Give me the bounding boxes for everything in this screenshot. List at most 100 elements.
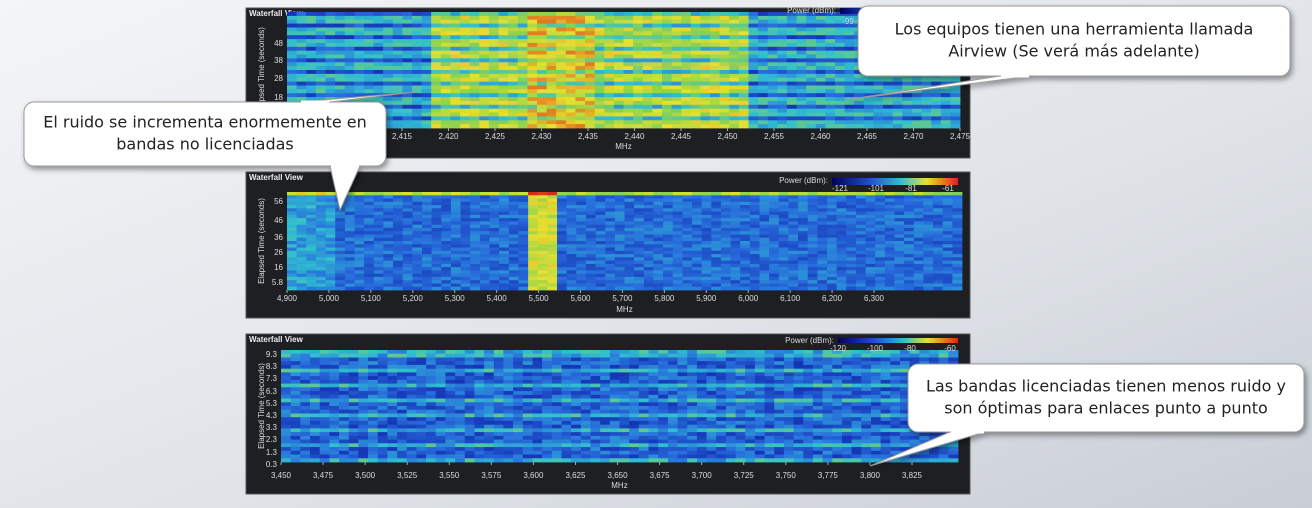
heat-cell	[479, 192, 490, 196]
x-tick-label: 2,475	[950, 132, 971, 141]
heat-cell	[900, 379, 911, 384]
heat-cell	[344, 58, 355, 63]
heat-cell	[774, 368, 785, 373]
heat-cell	[786, 15, 797, 21]
heat-cell	[358, 379, 369, 384]
heat-cell	[748, 46, 759, 52]
heat-cell	[767, 77, 778, 82]
heat-cell	[296, 31, 307, 36]
heat-cell	[431, 273, 442, 278]
heat-cell	[613, 62, 624, 67]
heat-cell	[796, 35, 807, 40]
heat-cell	[556, 66, 567, 71]
heat-cell	[720, 260, 731, 265]
heat-cell	[422, 227, 432, 232]
heat-cell	[855, 257, 866, 261]
heat-cell	[921, 100, 932, 106]
heat-cell	[566, 221, 577, 226]
heat-cell	[499, 260, 510, 265]
heat-cell	[614, 241, 625, 245]
heat-cell	[363, 62, 374, 67]
heat-cell	[769, 201, 780, 206]
x-tick-label: 5,100	[361, 294, 382, 303]
heat-cell	[373, 35, 384, 40]
heat-cell	[701, 244, 712, 248]
heat-cell	[306, 286, 317, 291]
heat-cell	[911, 120, 922, 125]
heat-cell	[335, 247, 346, 252]
heat-cell	[605, 257, 616, 261]
heat-cell	[335, 254, 346, 258]
heat-cell	[902, 77, 913, 82]
heat-cell	[827, 195, 837, 199]
heat-cell	[392, 81, 403, 86]
heat-cell	[435, 364, 446, 369]
heat-cell	[440, 77, 451, 82]
heat-cell	[489, 283, 500, 288]
heat-cell	[658, 361, 669, 366]
heat-cell	[892, 116, 903, 121]
heat-cell	[383, 208, 394, 212]
heat-cell	[672, 260, 683, 265]
heat-cell	[575, 35, 586, 40]
heat-cell	[777, 120, 788, 125]
heat-cell	[854, 112, 865, 117]
heat-cell	[325, 214, 336, 219]
heat-cell	[798, 218, 809, 222]
x-axis-label: MHz	[615, 142, 631, 151]
heat-cell	[672, 283, 683, 288]
heat-cell	[315, 254, 326, 258]
heat-cell	[306, 254, 317, 258]
heat-cell	[807, 270, 818, 275]
heat-cell	[865, 198, 876, 203]
heat-cell	[377, 383, 388, 388]
heat-cell	[913, 201, 924, 206]
heat-cell	[832, 376, 843, 381]
heat-cell	[690, 70, 701, 75]
heat-cell	[844, 89, 855, 94]
heat-cell	[440, 50, 451, 55]
heat-cell	[441, 254, 452, 258]
heat-cell	[624, 231, 635, 235]
heat-cell	[749, 214, 760, 219]
heat-cell	[460, 273, 471, 278]
heat-cell	[566, 257, 577, 261]
heat-cell	[803, 361, 814, 366]
heat-cell	[696, 350, 707, 355]
heat-cell	[844, 124, 855, 129]
x-tick-label: 6,300	[864, 294, 885, 303]
heat-cell	[711, 198, 722, 203]
heat-cell	[488, 108, 499, 113]
heat-cell	[710, 89, 720, 94]
heat-cell	[767, 108, 778, 113]
heat-cell	[798, 224, 809, 229]
heat-cell	[557, 263, 567, 268]
heat-cell	[933, 286, 944, 291]
heat-cell	[806, 93, 817, 98]
heat-cell	[825, 23, 836, 28]
heat-cell	[566, 224, 577, 229]
heat-cell	[682, 286, 693, 291]
heat-cell	[393, 211, 404, 216]
heat-cell	[764, 357, 775, 362]
heat-cell	[749, 224, 760, 229]
heat-cell	[470, 227, 481, 232]
heat-cell	[692, 247, 702, 252]
heat-cell	[923, 224, 934, 229]
heat-cell	[642, 46, 653, 52]
heat-cell	[503, 379, 514, 384]
heat-cell	[952, 224, 963, 229]
heat-cell	[518, 218, 529, 222]
heat-cell	[605, 214, 616, 219]
heat-cell	[614, 280, 625, 284]
heat-cell	[748, 42, 759, 48]
heat-cell	[594, 112, 605, 117]
heat-cell	[730, 237, 741, 242]
heat-cell	[786, 27, 797, 32]
heat-cell	[315, 54, 326, 59]
heat-cell	[798, 286, 809, 291]
heat-cell	[517, 42, 528, 48]
heat-cell	[354, 15, 365, 21]
heat-cell	[720, 283, 731, 288]
